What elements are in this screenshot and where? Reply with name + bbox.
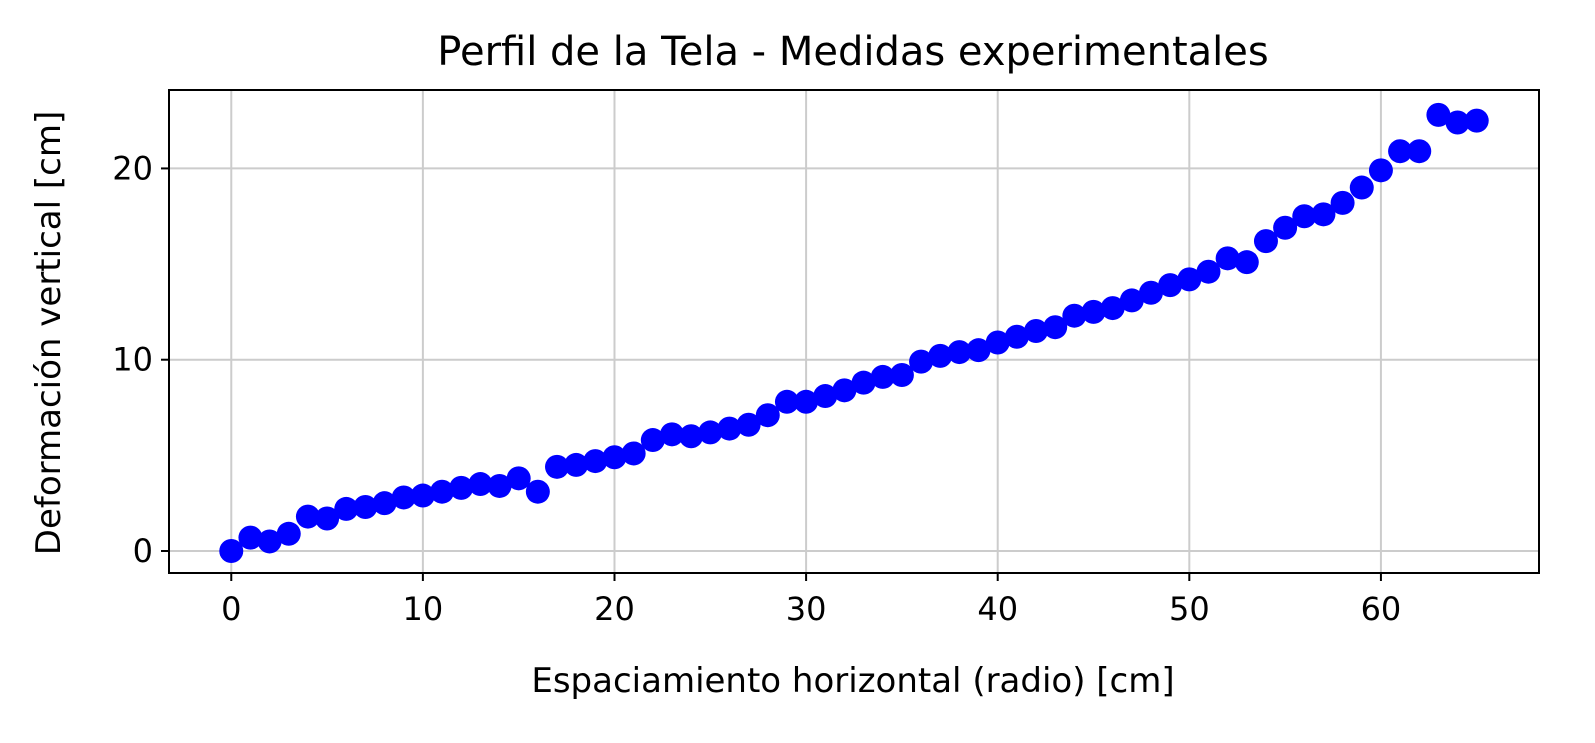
data-point bbox=[1388, 139, 1413, 164]
data-point bbox=[506, 466, 531, 491]
data-point bbox=[410, 483, 435, 508]
data-point bbox=[315, 506, 340, 531]
data-point bbox=[1292, 204, 1317, 229]
data-point bbox=[1004, 324, 1029, 349]
x-tick-label: 0 bbox=[221, 590, 241, 628]
data-point bbox=[1100, 296, 1125, 321]
data-point bbox=[430, 479, 455, 504]
data-point bbox=[1234, 250, 1259, 275]
x-tick-label: 60 bbox=[1361, 590, 1402, 628]
data-point bbox=[1043, 315, 1068, 340]
data-point bbox=[468, 472, 493, 497]
data-point bbox=[1407, 139, 1432, 164]
data-point bbox=[1253, 229, 1278, 254]
data-point bbox=[1445, 110, 1470, 135]
data-point bbox=[851, 370, 876, 395]
data-point bbox=[640, 428, 665, 453]
x-tick-label: 20 bbox=[594, 590, 635, 628]
data-point bbox=[583, 449, 608, 474]
data-point bbox=[449, 475, 474, 500]
scatter-points bbox=[219, 102, 1489, 564]
data-point bbox=[659, 422, 684, 447]
data-point bbox=[219, 539, 244, 564]
data-point bbox=[1273, 215, 1298, 240]
data-point bbox=[1024, 319, 1049, 344]
x-axis-label: Espaciamiento horizontal (radio) [cm] bbox=[531, 661, 1174, 701]
y-axis: 0 10 20 bbox=[112, 149, 169, 570]
data-point bbox=[1158, 273, 1183, 298]
x-tick-label: 10 bbox=[403, 590, 444, 628]
data-point bbox=[353, 495, 378, 520]
data-point bbox=[736, 412, 761, 437]
data-point bbox=[679, 424, 704, 449]
data-point bbox=[334, 496, 359, 521]
data-point bbox=[1215, 246, 1240, 271]
data-point bbox=[621, 441, 646, 466]
data-point bbox=[602, 445, 627, 470]
data-point bbox=[717, 416, 742, 441]
data-point bbox=[545, 454, 570, 479]
y-tick-label: 10 bbox=[112, 341, 153, 379]
data-point bbox=[1062, 303, 1087, 328]
data-point bbox=[1119, 288, 1144, 313]
data-point bbox=[372, 491, 397, 516]
y-tick-label: 20 bbox=[112, 149, 153, 187]
data-point bbox=[276, 521, 301, 546]
data-point bbox=[813, 384, 838, 409]
y-axis-label: Deformación vertical [cm] bbox=[29, 111, 69, 555]
data-point bbox=[985, 330, 1010, 355]
data-point bbox=[564, 452, 589, 477]
data-point bbox=[832, 378, 857, 403]
data-point bbox=[487, 473, 512, 498]
data-point bbox=[391, 485, 416, 510]
x-tick-label: 50 bbox=[1169, 590, 1210, 628]
data-point bbox=[257, 529, 282, 554]
plot-frame bbox=[168, 89, 1540, 574]
data-point bbox=[238, 525, 263, 550]
data-point bbox=[889, 363, 914, 388]
data-point bbox=[966, 338, 991, 363]
x-axis: 0 10 20 30 40 50 60 bbox=[221, 573, 1401, 628]
chart-title: Perfil de la Tela - Medidas experimental… bbox=[437, 29, 1268, 75]
x-tick-label: 30 bbox=[786, 590, 827, 628]
data-point bbox=[1349, 175, 1374, 200]
data-point bbox=[947, 340, 972, 365]
data-point bbox=[928, 343, 953, 368]
data-point bbox=[698, 420, 723, 445]
data-point bbox=[1464, 108, 1489, 133]
data-point bbox=[870, 364, 895, 389]
y-tick-label: 0 bbox=[133, 532, 153, 570]
data-point bbox=[1426, 102, 1451, 127]
data-point bbox=[1330, 190, 1355, 215]
data-point bbox=[1138, 280, 1163, 305]
data-point bbox=[909, 349, 934, 374]
data-point bbox=[1196, 259, 1221, 284]
data-point bbox=[774, 389, 799, 414]
data-point bbox=[1311, 202, 1336, 227]
data-point bbox=[1081, 299, 1106, 324]
x-tick-label: 40 bbox=[977, 590, 1018, 628]
data-point bbox=[525, 479, 550, 504]
data-point bbox=[1368, 158, 1393, 183]
data-point bbox=[794, 389, 819, 414]
data-point bbox=[755, 403, 780, 428]
data-point bbox=[295, 504, 320, 529]
data-point bbox=[1177, 267, 1202, 292]
